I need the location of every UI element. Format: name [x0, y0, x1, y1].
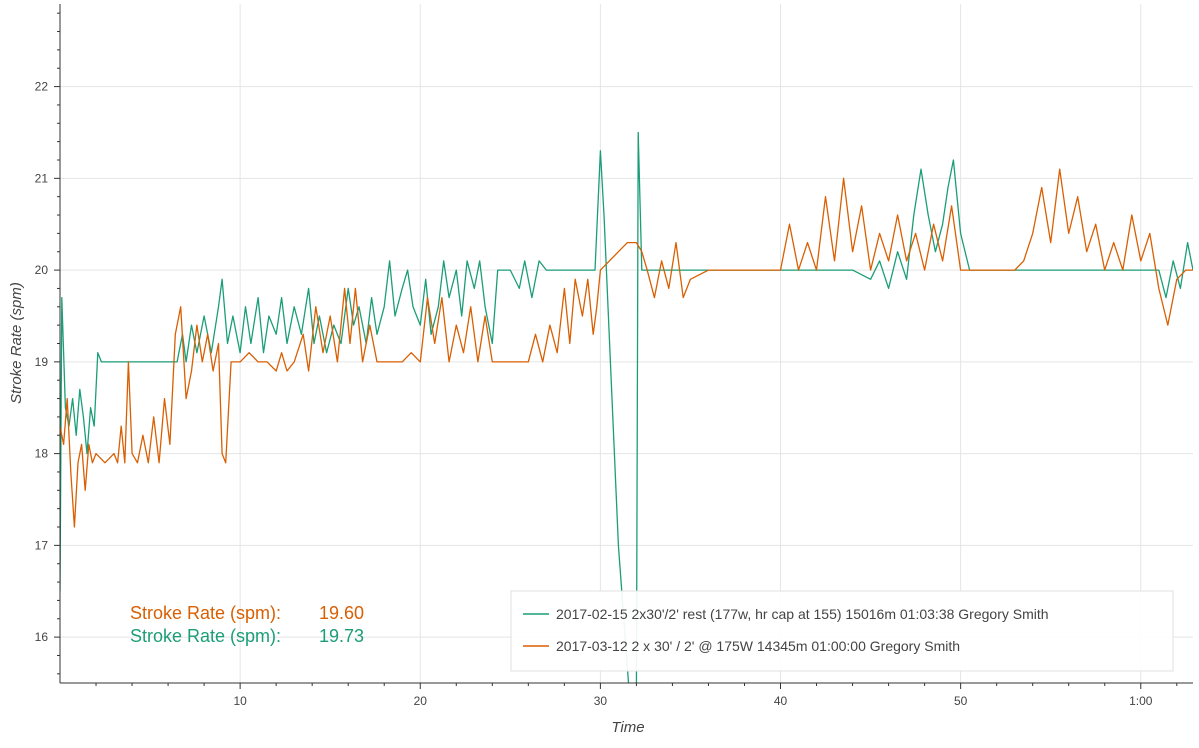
x-tick-label: 20 [414, 694, 428, 708]
y-tick-label: 19 [35, 355, 49, 369]
legend-box [510, 590, 1174, 672]
x-axis-title: Time [611, 719, 644, 736]
y-tick-label: 18 [35, 447, 49, 461]
stat-label-green: Stroke Rate (spm): [130, 626, 281, 646]
stat-label-orange: Stroke Rate (spm): [130, 603, 281, 623]
y-tick-label: 17 [35, 538, 49, 552]
legend: 2017-02-15 2x30'/2' rest (177w, hr cap a… [510, 590, 1174, 672]
x-tick-label: 30 [594, 694, 608, 708]
series-layer [60, 131, 1193, 683]
axes-layer: 10 20 30 40 50 1:00 16 17 18 19 20 21 22 [35, 4, 1193, 708]
y-axis-title: Stroke Rate (spm) [8, 282, 25, 404]
stat-value-green: 19.73 [319, 626, 364, 646]
x-tick-label: 40 [774, 694, 788, 708]
y-tick-label: 20 [35, 263, 49, 277]
series-line-0 [60, 131, 1193, 683]
legend-label-orange: 2017-03-12 2 x 30' / 2' @ 175W 14345m 01… [556, 638, 960, 654]
series-line-1 [60, 168, 1193, 528]
y-tick-label: 22 [35, 80, 49, 94]
y-tick-label: 16 [35, 630, 49, 644]
x-tick-label: 50 [954, 694, 968, 708]
legend-label-green: 2017-02-15 2x30'/2' rest (177w, hr cap a… [556, 606, 1049, 622]
stats-annotations: Stroke Rate (spm): 19.60 Stroke Rate (sp… [130, 603, 364, 646]
x-tick-label: 1:00 [1129, 694, 1153, 708]
y-tick-label: 21 [35, 171, 49, 185]
x-tick-label: 10 [233, 694, 247, 708]
stat-value-orange: 19.60 [319, 603, 364, 623]
grid-layer [60, 4, 1193, 683]
